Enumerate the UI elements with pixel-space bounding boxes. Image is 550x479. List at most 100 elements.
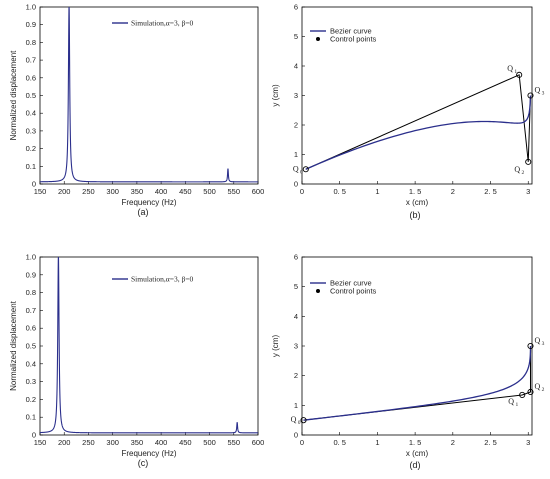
- control-polygon: [305, 74, 531, 170]
- x-tick-label: 300: [106, 187, 119, 196]
- control-point-label: Q 0: [291, 415, 301, 426]
- x-tick-label: 2. 5: [484, 438, 497, 447]
- x-tick-label: 200: [58, 187, 71, 196]
- x-tick-label: 3: [526, 438, 530, 447]
- control-point-subscript: 1: [513, 69, 517, 75]
- x-tick-label: 0: [300, 438, 304, 447]
- control-point-marker: [516, 71, 523, 78]
- control-point-label: Q 1: [507, 64, 517, 75]
- x-tick-label: 3: [526, 187, 530, 196]
- y-tick-label: 4: [294, 62, 298, 71]
- chart-panel-d: 0 0. 5 1 1. 5 2 2. 5 3 0 1 2 3 4 5 6 x (cm) y (cm) (d) Q …: [271, 253, 545, 471]
- y-tick-label: 0.2: [26, 395, 36, 404]
- y-tick-label: 0.1: [26, 413, 36, 422]
- y-tick-label: 4: [294, 312, 298, 321]
- x-tick-label: 1: [375, 187, 379, 196]
- response-series-line: [40, 257, 258, 434]
- plot-frame: [39, 6, 259, 185]
- control-point-marker: [302, 166, 309, 173]
- control-point-subscript: 3: [540, 91, 544, 97]
- y-axis-label: Normalized displacement: [9, 50, 18, 141]
- x-tick-label: 600: [252, 187, 265, 196]
- x-tick-label: 2. 5: [484, 187, 497, 196]
- legend-label: Control points: [330, 35, 377, 44]
- chart-panel-c: 150 200 250 300 350 400 450 500 550 600 0 0.1 0.2 0.3…: [9, 253, 264, 469]
- x-tick-label: 350: [131, 187, 144, 196]
- control-point-letter: Q: [534, 336, 540, 345]
- x-tick-label: 300: [106, 438, 119, 447]
- x-tick-label: 400: [155, 187, 168, 196]
- control-point-letter: Q: [508, 397, 514, 406]
- plot-frame: [39, 256, 259, 436]
- y-tick-label: 0.7: [26, 56, 36, 65]
- y-tick-label: 0: [32, 431, 36, 440]
- x-axis-label: Frequency (Hz): [121, 198, 176, 207]
- control-point-marker: [519, 391, 526, 399]
- legend-point-sample: [316, 37, 320, 41]
- x-tick-label: 450: [179, 187, 192, 196]
- y-tick-label: 1: [294, 401, 298, 410]
- x-tick-label: 150: [34, 438, 47, 447]
- x-tick-label: 550: [228, 187, 241, 196]
- legend-label: Bezier curve: [330, 279, 372, 288]
- control-point-label: Q 3: [534, 86, 544, 97]
- y-tick-label: 0.9: [26, 20, 36, 29]
- control-point-subscript: 1: [514, 402, 518, 408]
- y-tick-label: 0.1: [26, 162, 36, 171]
- control-point-label: Q 2: [514, 165, 524, 176]
- control-point-subscript: 0: [299, 169, 303, 175]
- x-tick-label: 1. 5: [409, 187, 422, 196]
- y-tick-label: 0: [294, 180, 298, 189]
- x-tick-label: 2: [451, 187, 455, 196]
- y-tick-label: 0: [294, 431, 298, 440]
- y-axis-label: Normalized displacement: [9, 300, 18, 391]
- control-point-subscript: 2: [520, 170, 524, 176]
- x-tick-label: 0: [300, 187, 304, 196]
- control-polygon: [303, 346, 531, 421]
- control-point-marker: [525, 158, 532, 165]
- response-series-line: [40, 7, 258, 183]
- y-axis-label: y (cm): [271, 335, 280, 358]
- control-point-letter: Q: [507, 64, 513, 73]
- y-tick-label: 0.4: [26, 109, 36, 118]
- x-axis-label: x (cm): [406, 198, 429, 207]
- x-tick-label: 0. 5: [333, 438, 346, 447]
- y-tick-label: 6: [294, 3, 298, 12]
- x-axis-label: x (cm): [406, 449, 429, 458]
- y-tick-label: 0: [32, 180, 36, 189]
- control-point-label: Q 2: [534, 382, 544, 393]
- y-tick-label: 0.5: [26, 342, 36, 351]
- control-point-letter: Q: [291, 415, 297, 424]
- x-tick-label: 500: [203, 187, 216, 196]
- x-tick-label: 0. 5: [333, 187, 346, 196]
- control-point-letter: Q: [293, 164, 299, 173]
- legend-label: Simulation,α=3, β=0: [131, 19, 193, 28]
- legend-label: Simulation,α=3, β=0: [131, 275, 193, 284]
- y-tick-label: 0.6: [26, 324, 36, 333]
- y-tick-label: 2: [294, 371, 298, 380]
- control-point-label: Q 3: [534, 336, 544, 347]
- panel-caption: (b): [410, 210, 421, 220]
- chart-panel-a: 150 200 250 300 350 400 450 500 550 600 0 0.1 0.2 0.3…: [9, 3, 264, 218]
- control-point-marker: [527, 342, 534, 350]
- x-axis-label: Frequency (Hz): [121, 449, 176, 458]
- legend-label: Bezier curve: [330, 27, 372, 36]
- panel-caption: (a): [138, 207, 149, 217]
- y-tick-label: 3: [294, 91, 298, 100]
- y-tick-label: 0.3: [26, 377, 36, 386]
- x-tick-label: 400: [155, 438, 168, 447]
- chart-panel-b: 0 0. 5 1 1. 5 2 2. 5 3 0 1 2 3 4 5 6 x (cm) y (cm) (b) Q …: [271, 3, 545, 221]
- x-tick-label: 1. 5: [409, 438, 422, 447]
- x-tick-label: 2: [451, 438, 455, 447]
- control-point-marker: [300, 417, 307, 424]
- y-tick-label: 3: [294, 342, 298, 351]
- control-point-marker: [527, 388, 534, 396]
- legend-label: Control points: [330, 287, 377, 296]
- bezier-curve-line: [303, 346, 532, 421]
- y-tick-label: 0.5: [26, 91, 36, 100]
- control-point-letter: Q: [514, 165, 520, 174]
- y-tick-label: 0.3: [26, 126, 36, 135]
- y-tick-label: 0.6: [26, 73, 36, 82]
- x-tick-label: 200: [58, 438, 71, 447]
